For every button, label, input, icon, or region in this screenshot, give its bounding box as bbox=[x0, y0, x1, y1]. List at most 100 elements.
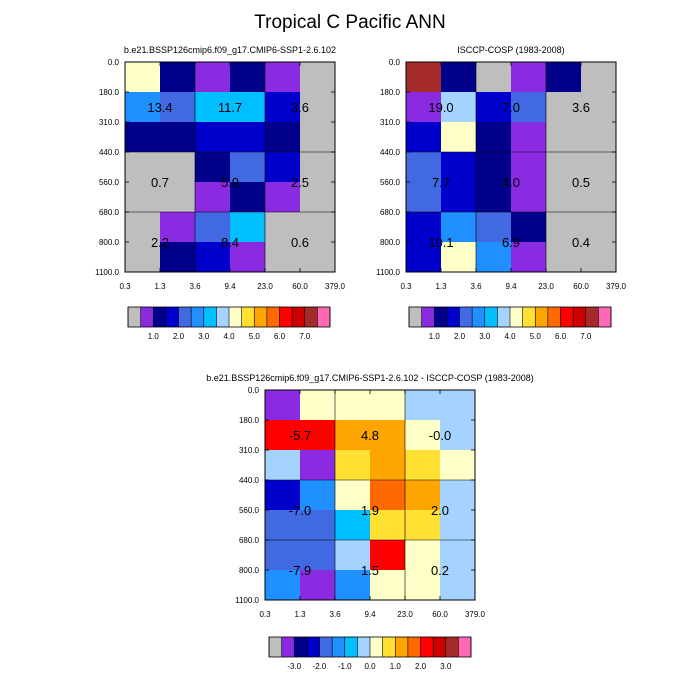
heatmap-cell bbox=[160, 122, 196, 153]
x-tick-label: 1.3 bbox=[435, 282, 447, 291]
x-tick-label: 60.0 bbox=[432, 610, 448, 619]
heatmap-cell bbox=[160, 212, 196, 243]
heatmap-cell bbox=[125, 152, 161, 183]
heatmap-cell bbox=[265, 540, 301, 571]
colorbar-swatch bbox=[241, 307, 255, 327]
heatmap-cell bbox=[370, 390, 406, 421]
value-annotation: 2.0 bbox=[431, 503, 449, 518]
colorbar-swatch bbox=[573, 307, 587, 327]
heatmap-cell bbox=[265, 182, 301, 213]
panel-title: b.e21.BSSP126cmip6.f09_g17.CMIP6-SSP1-2.… bbox=[206, 373, 534, 383]
value-annotation: 0.4 bbox=[572, 235, 590, 250]
heatmap-cell bbox=[581, 212, 617, 243]
heatmap-cell bbox=[195, 152, 231, 183]
colorbar-frame bbox=[268, 636, 472, 658]
colorbar-swatch bbox=[153, 307, 167, 327]
colorbar-swatch bbox=[433, 637, 447, 657]
colorbar-label: 6.0 bbox=[274, 332, 286, 341]
value-annotation: 0.6 bbox=[291, 235, 309, 250]
colorbar-swatch bbox=[216, 307, 230, 327]
heatmap-cell bbox=[300, 540, 336, 571]
colorbar-swatch bbox=[535, 307, 549, 327]
heatmap-cell bbox=[265, 62, 301, 93]
colorbar-swatch bbox=[332, 637, 346, 657]
colorbar-label: 1.0 bbox=[148, 332, 160, 341]
colorbar-swatch bbox=[472, 307, 486, 327]
colorbar-swatch bbox=[165, 307, 179, 327]
colorbar-label: -2.0 bbox=[313, 662, 327, 671]
heatmap-cell bbox=[441, 212, 477, 243]
heatmap-cell bbox=[476, 122, 512, 153]
colorbar-swatch bbox=[344, 637, 358, 657]
heatmap-cell bbox=[230, 122, 266, 153]
x-tick-label: 23.0 bbox=[538, 282, 554, 291]
colorbar-swatch bbox=[445, 637, 459, 657]
colorbar-label: 1.0 bbox=[429, 332, 441, 341]
heatmap-cell bbox=[511, 212, 547, 243]
heatmap-cell bbox=[230, 182, 266, 213]
heatmap-cell bbox=[265, 420, 301, 451]
x-tick-label: 60.0 bbox=[573, 282, 589, 291]
heatmap-cell bbox=[230, 242, 266, 273]
heatmap-cell bbox=[581, 92, 617, 123]
y-tick-label: 0.0 bbox=[108, 58, 120, 67]
value-annotation: 2.2 bbox=[151, 235, 169, 250]
colorbar-label: 2.0 bbox=[415, 662, 427, 671]
colorbar-label: 0.0 bbox=[364, 662, 376, 671]
heatmap-cell bbox=[441, 242, 477, 273]
value-annotation: 3.6 bbox=[572, 100, 590, 115]
heatmap-cell bbox=[125, 182, 161, 213]
heatmap-cell bbox=[405, 420, 441, 451]
figure-title: Tropical C Pacific ANN bbox=[254, 12, 445, 33]
colorbar-swatch bbox=[191, 307, 205, 327]
colorbar-label: 5.0 bbox=[530, 332, 542, 341]
colorbar-label: 7.0 bbox=[580, 332, 592, 341]
heatmap-cell bbox=[476, 212, 512, 243]
colorbar-swatch bbox=[547, 307, 561, 327]
colorbar-label: 6.0 bbox=[555, 332, 567, 341]
colorbar-swatch bbox=[446, 307, 460, 327]
heatmap-cell bbox=[265, 152, 301, 183]
colorbar-swatch bbox=[128, 307, 141, 327]
value-annotation: 1.9 bbox=[361, 503, 379, 518]
heatmap-cell bbox=[441, 122, 477, 153]
heatmap-cell bbox=[335, 510, 371, 541]
y-tick-label: 440.0 bbox=[380, 148, 401, 157]
colorbar-swatch bbox=[560, 307, 574, 327]
value-annotation: 0.7 bbox=[151, 175, 169, 190]
colorbar-swatch bbox=[421, 307, 435, 327]
value-annotation: -7.0 bbox=[289, 503, 311, 518]
heatmap-cell bbox=[370, 420, 406, 451]
x-tick-label: 60.0 bbox=[292, 282, 308, 291]
heatmap-cell bbox=[230, 92, 266, 123]
value-annotation: -0.0 bbox=[429, 428, 451, 443]
heatmap-cell bbox=[476, 242, 512, 273]
heatmap-cell bbox=[230, 212, 266, 243]
heatmap-cell bbox=[195, 182, 231, 213]
colorbar-swatch bbox=[178, 307, 192, 327]
heatmap-cell bbox=[406, 212, 442, 243]
heatmap-cell bbox=[370, 570, 406, 601]
heatmap-cell bbox=[546, 92, 582, 123]
x-tick-label: 379.0 bbox=[465, 610, 486, 619]
x-tick-label: 3.6 bbox=[470, 282, 482, 291]
heatmap-cell bbox=[476, 92, 512, 123]
colorbar-swatch bbox=[407, 637, 421, 657]
y-tick-label: 180.0 bbox=[380, 88, 401, 97]
heatmap-cell bbox=[511, 122, 547, 153]
heatmap-cell bbox=[441, 182, 477, 213]
colorbar-swatch bbox=[279, 307, 293, 327]
heatmap-cell bbox=[335, 450, 371, 481]
heatmap-cell bbox=[370, 540, 406, 571]
heatmap-cell bbox=[300, 390, 336, 421]
x-tick-label: 23.0 bbox=[397, 610, 413, 619]
heatmap-cell bbox=[546, 122, 582, 153]
heatmap-cell bbox=[441, 152, 477, 183]
value-annotation: 2.5 bbox=[291, 175, 309, 190]
heatmap-cell bbox=[581, 122, 617, 153]
heatmap-cell bbox=[406, 92, 442, 123]
x-tick-label: 9.4 bbox=[224, 282, 236, 291]
heatmap-cell bbox=[160, 92, 196, 123]
heatmap-cell bbox=[546, 182, 582, 213]
heatmap-cell bbox=[300, 242, 336, 273]
